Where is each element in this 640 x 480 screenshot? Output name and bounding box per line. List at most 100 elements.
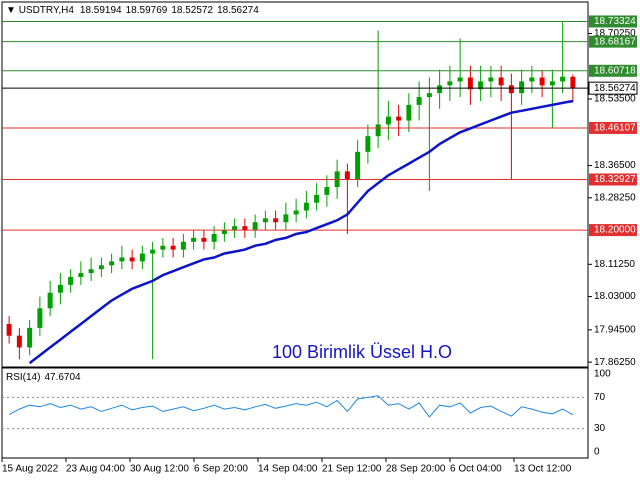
x-tick-label: 6 Sep 20:00	[194, 464, 248, 475]
x-tick-label: 15 Aug 2022	[2, 464, 59, 475]
y-tick-label: 17.86250	[594, 357, 636, 368]
ohlc: 18.59194	[80, 5, 122, 16]
rsi-label: RSI(14) 47.6704	[6, 372, 81, 383]
rsi-line	[8, 395, 574, 418]
candle-body	[560, 76, 566, 82]
x-tick-label: 13 Oct 12:00	[514, 464, 572, 475]
level-label: 18.20000	[594, 225, 636, 236]
level-label-box	[589, 64, 637, 77]
rsi-tick-label: 100	[594, 369, 611, 380]
x-tick-label: 23 Aug 04:00	[66, 464, 125, 475]
candle-body	[406, 104, 412, 121]
candle-body	[467, 77, 473, 90]
rsi-tick-label: 70	[594, 392, 606, 403]
candle-body	[119, 257, 125, 262]
candle-body	[170, 245, 176, 250]
level-label-box	[589, 121, 637, 134]
candle-body	[314, 194, 320, 203]
candle-body	[242, 226, 248, 231]
last-price-box	[588, 81, 638, 95]
candle-body	[293, 210, 299, 215]
last-price-label: 18.56274	[594, 83, 636, 94]
candle-body	[365, 136, 371, 152]
y-tick-label: 18.11250	[594, 259, 635, 270]
candle-body	[68, 277, 74, 285]
candle-body	[27, 327, 33, 348]
level-label-box	[589, 35, 637, 48]
x-tick-label: 21 Sep 12:00	[322, 464, 382, 475]
level-label: 18.73324	[594, 16, 636, 27]
y-tick-label: 18.53500	[594, 94, 636, 105]
candle-body	[519, 81, 525, 94]
level-label: 18.46107	[594, 123, 636, 134]
x-tick-label: 28 Sep 20:00	[386, 464, 446, 475]
x-tick-label: 6 Oct 04:00	[450, 464, 502, 475]
candle-body	[6, 323, 12, 336]
candle-body	[221, 230, 227, 234]
moving-average	[28, 99, 574, 365]
candle-body	[211, 233, 217, 242]
candle-body	[498, 77, 504, 86]
level-label-box	[589, 173, 637, 186]
candle-body	[98, 265, 104, 270]
level-label-box	[589, 15, 637, 28]
symbol: ▼	[6, 5, 19, 16]
candle-body	[273, 218, 279, 223]
y-tick-label: 17.94500	[594, 324, 636, 335]
y-tick-label: 18.03000	[594, 291, 636, 302]
rsi-panel	[1, 367, 589, 459]
symbol: USDTRY,H4	[19, 5, 75, 16]
rsi-tick-label: 30	[594, 423, 606, 434]
candle-body	[426, 93, 432, 98]
rsi-name: RSI(14)	[6, 372, 40, 383]
candle-body	[385, 116, 391, 125]
x-tick-label: 30 Aug 12:00	[130, 464, 189, 475]
candle-body	[437, 85, 443, 94]
candle-body	[78, 273, 84, 278]
candle-body	[180, 241, 186, 250]
candle-body	[396, 116, 402, 121]
candle-body	[488, 77, 494, 82]
candle-body	[303, 202, 309, 211]
candle-body	[47, 292, 53, 309]
level-label: 18.60718	[594, 65, 636, 76]
candle-body	[109, 261, 115, 266]
candle-body	[16, 335, 22, 348]
candle-body	[262, 218, 268, 223]
candle-body	[283, 214, 289, 223]
price-panel	[1, 1, 589, 368]
candle-body	[324, 187, 330, 195]
candle-body	[508, 85, 514, 94]
ohlc: 18.52572	[171, 5, 213, 16]
candle-body	[529, 77, 535, 82]
candle-body	[549, 81, 555, 86]
y-tick-label: 18.28250	[594, 192, 636, 203]
y-tick-label: 18.70250	[594, 28, 636, 39]
candle-body	[232, 226, 238, 231]
candle-body	[375, 124, 381, 137]
candle-body	[344, 171, 350, 180]
level-label-box	[589, 224, 637, 237]
candle-body	[150, 249, 156, 254]
header: ▼ USDTRY,H4 18.59194 18.59769 18.52572 18.56…	[6, 5, 259, 16]
level-label: 18.32927	[594, 174, 636, 185]
candle-body	[201, 237, 207, 242]
candle-body	[478, 81, 484, 90]
annotation: 100 Birimlik Üssel H.O	[272, 342, 452, 362]
candle-body	[570, 76, 576, 89]
level-label: 18.68167	[594, 36, 636, 47]
y-tick-label: 18.36500	[594, 160, 636, 171]
candle-body	[88, 269, 94, 274]
candle-body	[416, 97, 422, 105]
candle-body	[37, 308, 43, 328]
candle-body	[355, 151, 361, 180]
rsi-value: 47.6704	[44, 372, 81, 383]
candle-body	[139, 253, 145, 262]
candle-body	[457, 77, 463, 82]
candle-body	[160, 245, 166, 250]
candle-body	[191, 237, 197, 242]
candle-body	[57, 284, 63, 293]
candle-body	[539, 77, 545, 86]
candle-body	[447, 81, 453, 86]
